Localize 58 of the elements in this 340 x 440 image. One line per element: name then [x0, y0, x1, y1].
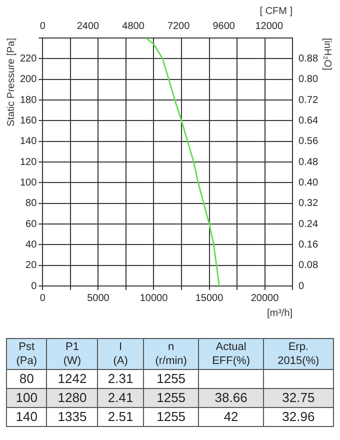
y2-tick-label: 0.32 [298, 198, 318, 210]
y-tick-label: 60 [26, 218, 38, 230]
y2-tick-label: 0.56 [298, 136, 318, 148]
text: 1280 [58, 390, 87, 405]
text: 32.96 [282, 409, 315, 424]
x-tick-label: 20000 [250, 292, 280, 304]
y2-axis-title: [inH₂O] [321, 38, 332, 70]
y-tick-label: 160 [20, 115, 38, 126]
y2-tick-label: 0.64 [298, 115, 318, 126]
x2-tick-label: 7200 [167, 20, 190, 32]
category-label: n (r/min) [143, 338, 199, 370]
x-tick-label: 5000 [87, 292, 110, 304]
x-tick-label: 10000 [140, 292, 168, 304]
text: 1255 [156, 371, 186, 386]
x2-tick-label: 9600 [212, 20, 236, 32]
y-tick-label: 80 [26, 198, 38, 210]
x2-tick-label: 12000 [255, 20, 284, 32]
x-axis-title: [m³/h] [266, 308, 293, 319]
y-tick-label: 40 [26, 239, 38, 250]
category-label: Pst (Pa) [6, 338, 47, 370]
y2-tick-label: 0.88 [298, 53, 318, 64]
y-tick-label: 20 [26, 260, 38, 272]
y-tick-label: 0 [31, 280, 38, 292]
x-tick-label: 15000 [195, 292, 224, 304]
y2-tick-label: 0.08 [298, 260, 318, 272]
text: 1255 [156, 390, 186, 405]
text: 2.51 [108, 409, 134, 424]
y-tick-label: 140 [20, 136, 38, 148]
y2-tick-label: 0.48 [298, 156, 318, 168]
y2-tick-label: 0.40 [298, 177, 318, 188]
y-tick-label: 180 [20, 94, 38, 106]
text: 42 [224, 409, 238, 424]
y2-tick-label: 0.16 [298, 239, 318, 250]
x-tick-label: 0 [40, 292, 46, 304]
x2-axis-title: [ CFM ] [260, 6, 293, 17]
category-label: Actual EFF(%) [198, 338, 264, 370]
category-label: Erp. 2015(%) [263, 338, 334, 370]
y2-tick-label: 0.24 [298, 218, 318, 230]
y-axis-title: Static Pressure [Pa] [6, 38, 17, 126]
y2-tick-label: 0.72 [298, 94, 318, 106]
y2-tick-label: 0 [298, 280, 305, 292]
text: 32.75 [282, 390, 315, 405]
y-tick-label: 120 [20, 156, 38, 168]
y-tick-label: 200 [20, 74, 38, 86]
text: 1255 [156, 409, 186, 424]
text: 2.31 [108, 371, 134, 386]
category-label: P1 (W) [46, 338, 98, 370]
text: 1242 [58, 371, 87, 386]
y-tick-label: 220 [20, 53, 38, 64]
y2-tick-label: 0.80 [298, 74, 318, 86]
y-tick-label: 100 [20, 177, 38, 188]
text: 2.41 [108, 390, 134, 405]
text: 38.66 [214, 390, 248, 405]
x2-tick-label: 0 [40, 20, 46, 32]
category-label: I (A) [98, 338, 144, 370]
text: 1335 [58, 409, 87, 424]
x2-tick-label: 4800 [122, 20, 145, 32]
x2-tick-label: 2400 [76, 20, 100, 32]
